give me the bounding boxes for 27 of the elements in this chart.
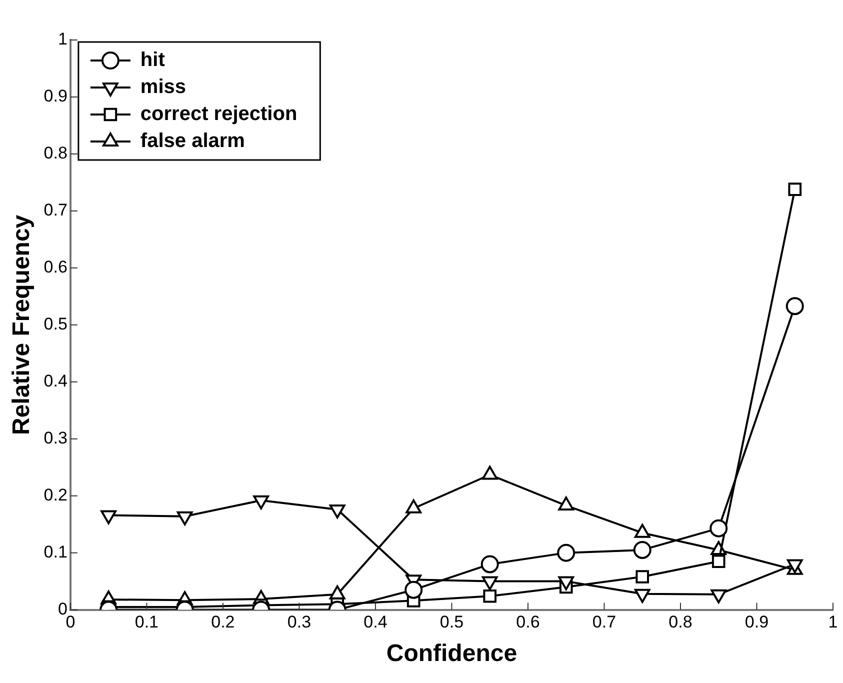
x-tick-label: 0.2 [211, 612, 235, 632]
y-tick-label: 0.8 [44, 144, 68, 163]
legend-label: correct rejection [140, 103, 298, 126]
y-axis-title: Relative Frequency [8, 214, 36, 435]
y-tick-label: 0.5 [44, 314, 68, 334]
y-tick-label: 0.7 [44, 200, 68, 220]
x-tick-label: 1 [828, 612, 838, 632]
y-tick-label: 1 [58, 30, 68, 49]
x-tick-label: 0.6 [516, 612, 540, 632]
y-tick-label: 0.4 [44, 372, 68, 391]
x-tick-label: 0.3 [287, 612, 312, 632]
y-tick-label: 0.3 [44, 428, 68, 448]
legend-label: false alarm [140, 130, 245, 152]
legend-label: miss [140, 76, 186, 98]
x-tick-label: 0.9 [744, 612, 769, 632]
x-tick-label: 0.5 [440, 612, 464, 632]
y-tick-label: 0.1 [44, 542, 68, 562]
y-tick-label: 0.2 [44, 486, 68, 505]
x-tick-label: 0.1 [134, 612, 159, 632]
y-tick-label: 0.9 [44, 86, 68, 106]
x-tick-label: 0.8 [668, 612, 692, 632]
x-tick-label: 0.4 [364, 612, 388, 632]
legend-label: hit [140, 49, 166, 72]
x-axis-title: Confidence [386, 640, 518, 668]
y-tick-label: 0 [58, 599, 68, 618]
y-tick-label: 0.6 [44, 258, 68, 277]
x-tick-label: 0.7 [592, 612, 616, 632]
